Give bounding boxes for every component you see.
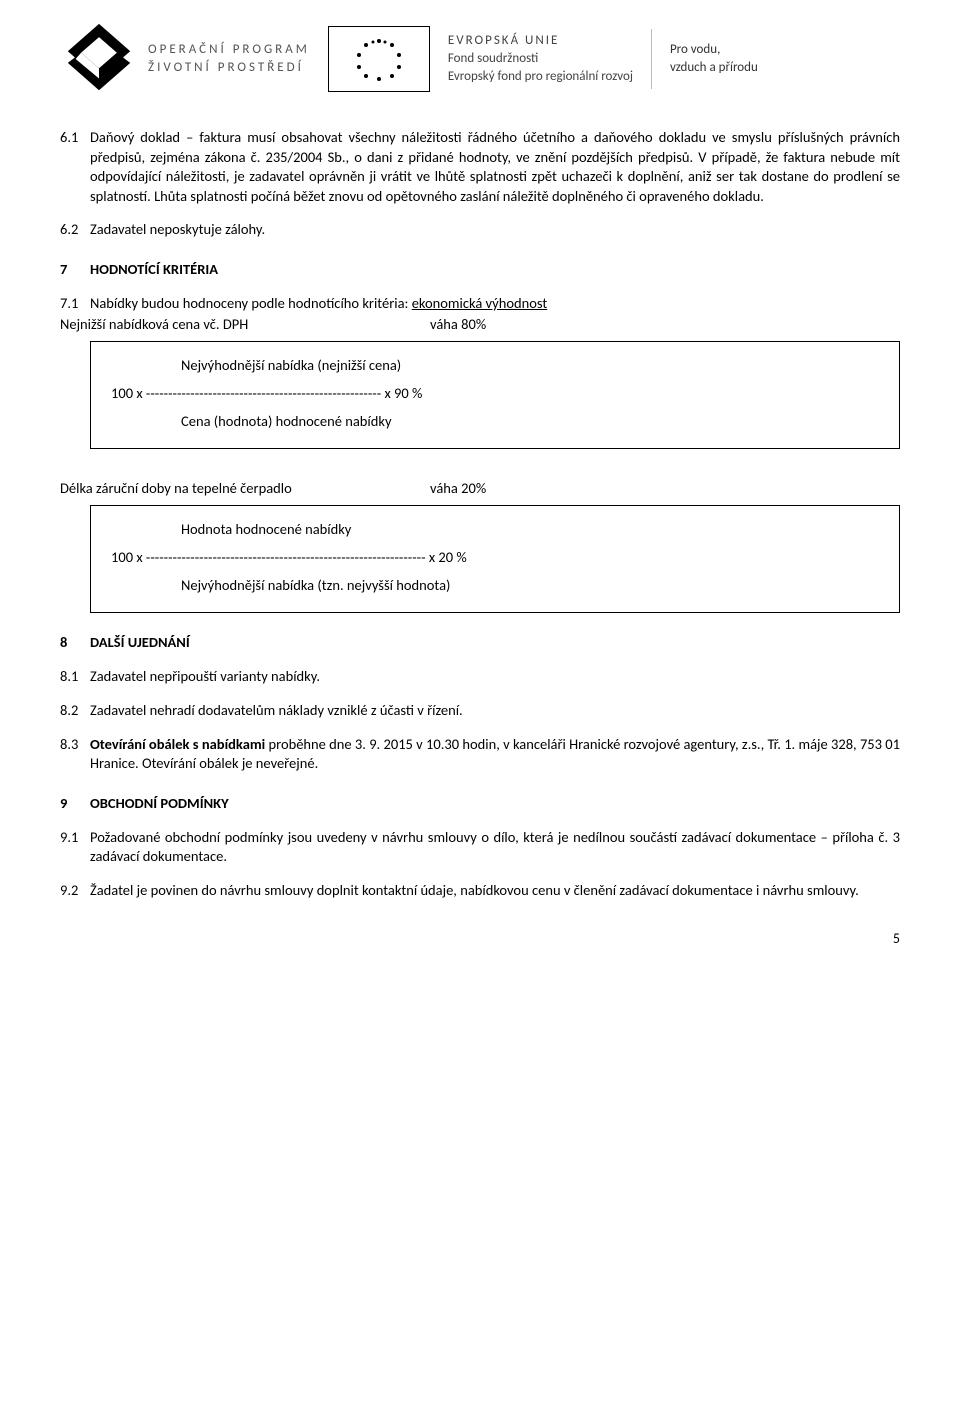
text-7-1: Nabídky budou hodnoceny podle hodnotícíh… [90, 294, 900, 314]
num-8-3: 8.3 [60, 735, 90, 774]
formula-box-2: Hodnota hodnocené nabídky 100 x --------… [90, 505, 900, 613]
box2-bottom: Nejvýhodnější nabídka (tzn. nejvyšší hod… [181, 576, 879, 594]
item-9-1: 9.1 Požadované obchodní podmínky jsou uv… [60, 828, 900, 867]
num-9-2: 9.2 [60, 881, 90, 901]
page-number: 5 [60, 930, 900, 947]
box2-mid: 100 x ----------------------------------… [111, 548, 879, 566]
item-8-3: 8.3 Otevírání obálek s nabídkami proběhn… [60, 735, 900, 774]
slogan-line1: Pro vodu, [670, 41, 758, 59]
heading-7-num: 7 [60, 260, 90, 278]
num-8-2: 8.2 [60, 701, 90, 721]
num-7-1: 7.1 [60, 294, 90, 314]
heading-9-text: OBCHODNÍ PODMÍNKY [90, 794, 229, 812]
item-6-2: 6.2 Zadavatel neposkytuje zálohy. [60, 220, 900, 240]
price-label: Nejnižší nabídková cena vč. DPH [60, 315, 430, 333]
text-8-3: Otevírání obálek s nabídkami proběhne dn… [90, 735, 900, 774]
item-6-1: 6.1 Daňový doklad – faktura musí obsahov… [60, 128, 900, 206]
slogan-block: Pro vodu, vzduch a přírodu [670, 41, 758, 77]
heading-7: 7 HODNOTÍCÍ KRITÉRIA [60, 260, 900, 278]
slogan-line2: vzduch a přírodu [670, 59, 758, 77]
program-title: OPERAČNÍ PROGRAM ŽIVOTNÍ PROSTŘEDÍ [148, 41, 310, 77]
num-6-1: 6.1 [60, 128, 90, 206]
item-8-1: 8.1 Zadavatel nepřipouští varianty nabíd… [60, 667, 900, 687]
text-7-1-underline: ekonomická výhodnost [412, 294, 548, 312]
page-header: OPERAČNÍ PROGRAM ŽIVOTNÍ PROSTŘEDÍ EVROP… [60, 20, 900, 98]
text-8-2: Zadavatel nehradí dodavatelům náklady vz… [90, 701, 900, 721]
header-divider [651, 29, 652, 89]
warranty-weight-line: Délka záruční doby na tepelné čerpadlo v… [60, 479, 900, 497]
warranty-weight: váha 20% [430, 479, 486, 497]
formula-box-1: Nejvýhodnější nabídka (nejnižší cena) 10… [90, 341, 900, 449]
eu-stars-icon [344, 35, 414, 83]
text-8-3-bold: Otevírání obálek s nabídkami [90, 735, 265, 753]
program-line2: ŽIVOTNÍ PROSTŘEDÍ [148, 59, 310, 77]
text-6-1: Daňový doklad – faktura musí obsahovat v… [90, 128, 900, 206]
box1-bottom: Cena (hodnota) hodnocené nabídky [181, 412, 879, 430]
box1-top: Nejvýhodnější nabídka (nejnižší cena) [181, 356, 879, 374]
num-9-1: 9.1 [60, 828, 90, 867]
text-8-1: Zadavatel nepřipouští varianty nabídky. [90, 667, 900, 687]
op-logo-block: OPERAČNÍ PROGRAM ŽIVOTNÍ PROSTŘEDÍ [60, 20, 310, 98]
item-7-1: 7.1 Nabídky budou hodnoceny podle hodnot… [60, 294, 900, 314]
text-9-1: Požadované obchodní podmínky jsou uveden… [90, 828, 900, 867]
eu-flag [328, 26, 430, 92]
heading-9: 9 OBCHODNÍ PODMÍNKY [60, 794, 900, 812]
item-9-2: 9.2 Žadatel je povinen do návrhu smlouvy… [60, 881, 900, 901]
box1-mid: 100 x ----------------------------------… [111, 384, 879, 402]
text-6-2: Zadavatel neposkytuje zálohy. [90, 220, 900, 240]
heading-8: 8 DALŠÍ UJEDNÁNÍ [60, 633, 900, 651]
eu-text-block: EVROPSKÁ UNIE Fond soudržnosti Evropský … [448, 32, 633, 87]
eu-title: EVROPSKÁ UNIE [448, 32, 633, 50]
warranty-label: Délka záruční doby na tepelné čerpadlo [60, 479, 430, 497]
box2-top: Hodnota hodnocené nabídky [181, 520, 879, 538]
heading-8-num: 8 [60, 633, 90, 651]
price-weight: váha 80% [430, 315, 486, 333]
diamond-logo-icon [60, 20, 138, 98]
text-9-2: Žadatel je povinen do návrhu smlouvy dop… [90, 881, 900, 901]
text-7-1-a: Nabídky budou hodnoceny podle hodnotícíh… [90, 294, 412, 312]
heading-9-num: 9 [60, 794, 90, 812]
num-8-1: 8.1 [60, 667, 90, 687]
program-line1: OPERAČNÍ PROGRAM [148, 41, 310, 59]
heading-8-text: DALŠÍ UJEDNÁNÍ [90, 633, 190, 651]
heading-7-text: HODNOTÍCÍ KRITÉRIA [90, 260, 218, 278]
price-weight-line: Nejnižší nabídková cena vč. DPH váha 80% [60, 315, 900, 333]
eu-fund1: Fond soudržnosti [448, 50, 633, 68]
num-6-2: 6.2 [60, 220, 90, 240]
eu-fund2: Evropský fond pro regionální rozvoj [448, 68, 633, 86]
item-8-2: 8.2 Zadavatel nehradí dodavatelům náklad… [60, 701, 900, 721]
